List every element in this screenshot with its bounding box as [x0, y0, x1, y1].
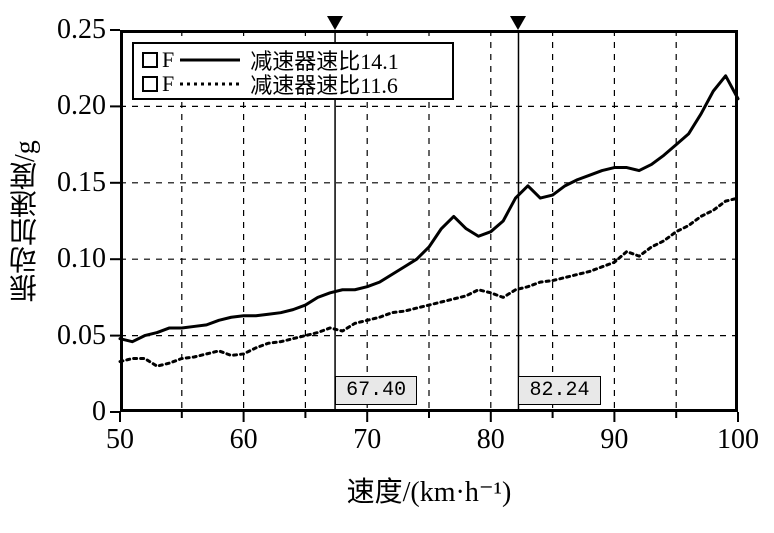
y-tick-label: 0.25: [57, 14, 106, 46]
legend-swatch-icon: [142, 52, 158, 68]
chart-container: 振动加速度/g 速度/(km·h⁻¹) F 减速器速比14.1 F 减速器速比1…: [0, 0, 774, 533]
legend: F 减速器速比14.1 F 减速器速比11.6: [132, 42, 454, 100]
marker-value-box: 67.40: [335, 376, 417, 405]
x-tick-label: 50: [106, 424, 134, 456]
x-tick-label: 100: [717, 424, 759, 456]
y-tick-label: 0.10: [57, 243, 106, 275]
marker-value-box: 82.24: [518, 376, 600, 405]
legend-prefix-1: F: [162, 71, 174, 97]
y-tick-label: 0.05: [57, 320, 106, 352]
marker-triangle-icon: [510, 16, 526, 30]
x-tick-label: 80: [477, 424, 505, 456]
x-tick-label: 60: [230, 424, 258, 456]
legend-swatch-icon: [142, 76, 158, 92]
y-tick-label: 0.20: [57, 90, 106, 122]
x-tick-label: 70: [353, 424, 381, 456]
legend-prefix-0: F: [162, 47, 174, 73]
y-tick-label: 0.15: [57, 167, 106, 199]
legend-label-1: 减速器速比11.6: [250, 68, 398, 100]
y-tick-label: 0: [92, 396, 106, 428]
legend-line-1: [180, 74, 240, 94]
x-tick-label: 90: [600, 424, 628, 456]
legend-line-0: [180, 50, 240, 70]
marker-triangle-icon: [327, 16, 343, 30]
